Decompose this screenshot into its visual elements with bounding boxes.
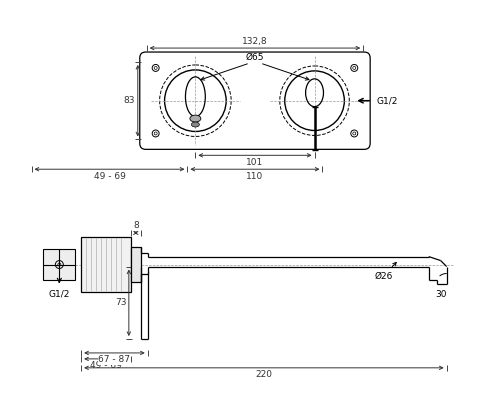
Text: 83: 83 — [123, 96, 134, 105]
Text: 49 - 69: 49 - 69 — [94, 172, 126, 181]
Text: 132,8: 132,8 — [242, 37, 268, 46]
Text: 8: 8 — [133, 221, 138, 230]
Text: 220: 220 — [256, 370, 272, 379]
Text: 30: 30 — [435, 290, 446, 299]
Text: 101: 101 — [246, 158, 264, 167]
Text: 110: 110 — [246, 172, 264, 181]
Text: Ø26: Ø26 — [374, 262, 396, 280]
Bar — [81, 237, 131, 292]
Text: 49 - 69: 49 - 69 — [90, 361, 122, 370]
Text: Ø65: Ø65 — [246, 52, 264, 62]
Ellipse shape — [190, 115, 201, 122]
Text: G1/2: G1/2 — [48, 290, 70, 299]
Bar — [131, 247, 141, 282]
Bar — [44, 249, 75, 280]
Ellipse shape — [192, 122, 200, 127]
Text: 73: 73 — [115, 298, 126, 307]
Text: G1/2: G1/2 — [376, 96, 398, 105]
Text: 67 - 87: 67 - 87 — [98, 355, 130, 364]
